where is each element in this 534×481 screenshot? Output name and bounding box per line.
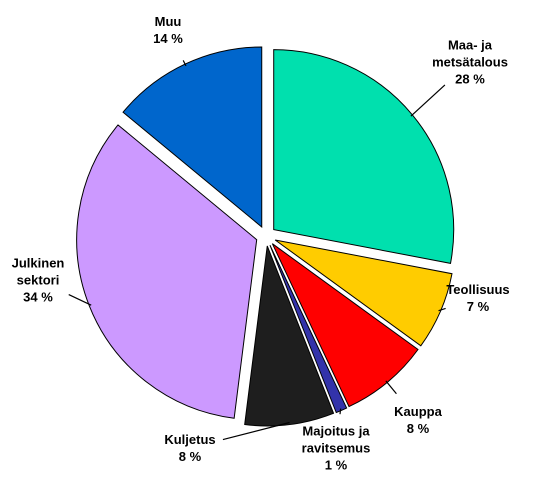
category-label: Muu — [154, 14, 182, 29]
category-label: Maa- ja metsätalous — [432, 37, 508, 70]
slice-label: Kuljetus 8 % — [164, 431, 215, 465]
category-label: Kauppa — [394, 404, 442, 419]
leader-line — [438, 307, 446, 312]
value-label: 34 % — [23, 289, 53, 305]
value-label: 14 % — [153, 31, 183, 46]
leader-line — [68, 294, 92, 306]
value-label: 1 % — [324, 457, 348, 473]
value-label: 8 % — [178, 449, 202, 464]
category-label: Teollisuus — [446, 282, 510, 297]
leader-line — [182, 60, 187, 67]
leader-line — [339, 408, 342, 415]
category-label: Julkinen sektori — [11, 255, 65, 288]
value-label: 28 % — [455, 71, 485, 87]
leader-line — [385, 380, 397, 395]
category-label: Kuljetus — [164, 432, 216, 447]
slice-label: Julkinen sektori 34 % — [12, 255, 65, 306]
pie-slice — [244, 245, 335, 427]
slice-label: Teollisuus 7 % — [446, 281, 509, 315]
slice-label: Maa- ja metsätalous 28 % — [432, 37, 508, 88]
category-label: Majoitus ja ravitsemus — [301, 423, 371, 456]
slice-label: Muu 14 % — [153, 13, 183, 47]
slice-label: Kauppa 8 % — [394, 403, 442, 437]
leader-line — [222, 421, 290, 441]
value-label: 8 % — [406, 421, 430, 436]
pie-slice — [269, 244, 348, 414]
pie-slice — [274, 239, 453, 347]
pie-slice — [76, 124, 258, 419]
slice-label: Majoitus ja ravitsemus 1 % — [302, 423, 371, 474]
pie-slice — [273, 49, 455, 264]
value-label: 7 % — [466, 299, 490, 314]
leader-line — [410, 84, 446, 117]
